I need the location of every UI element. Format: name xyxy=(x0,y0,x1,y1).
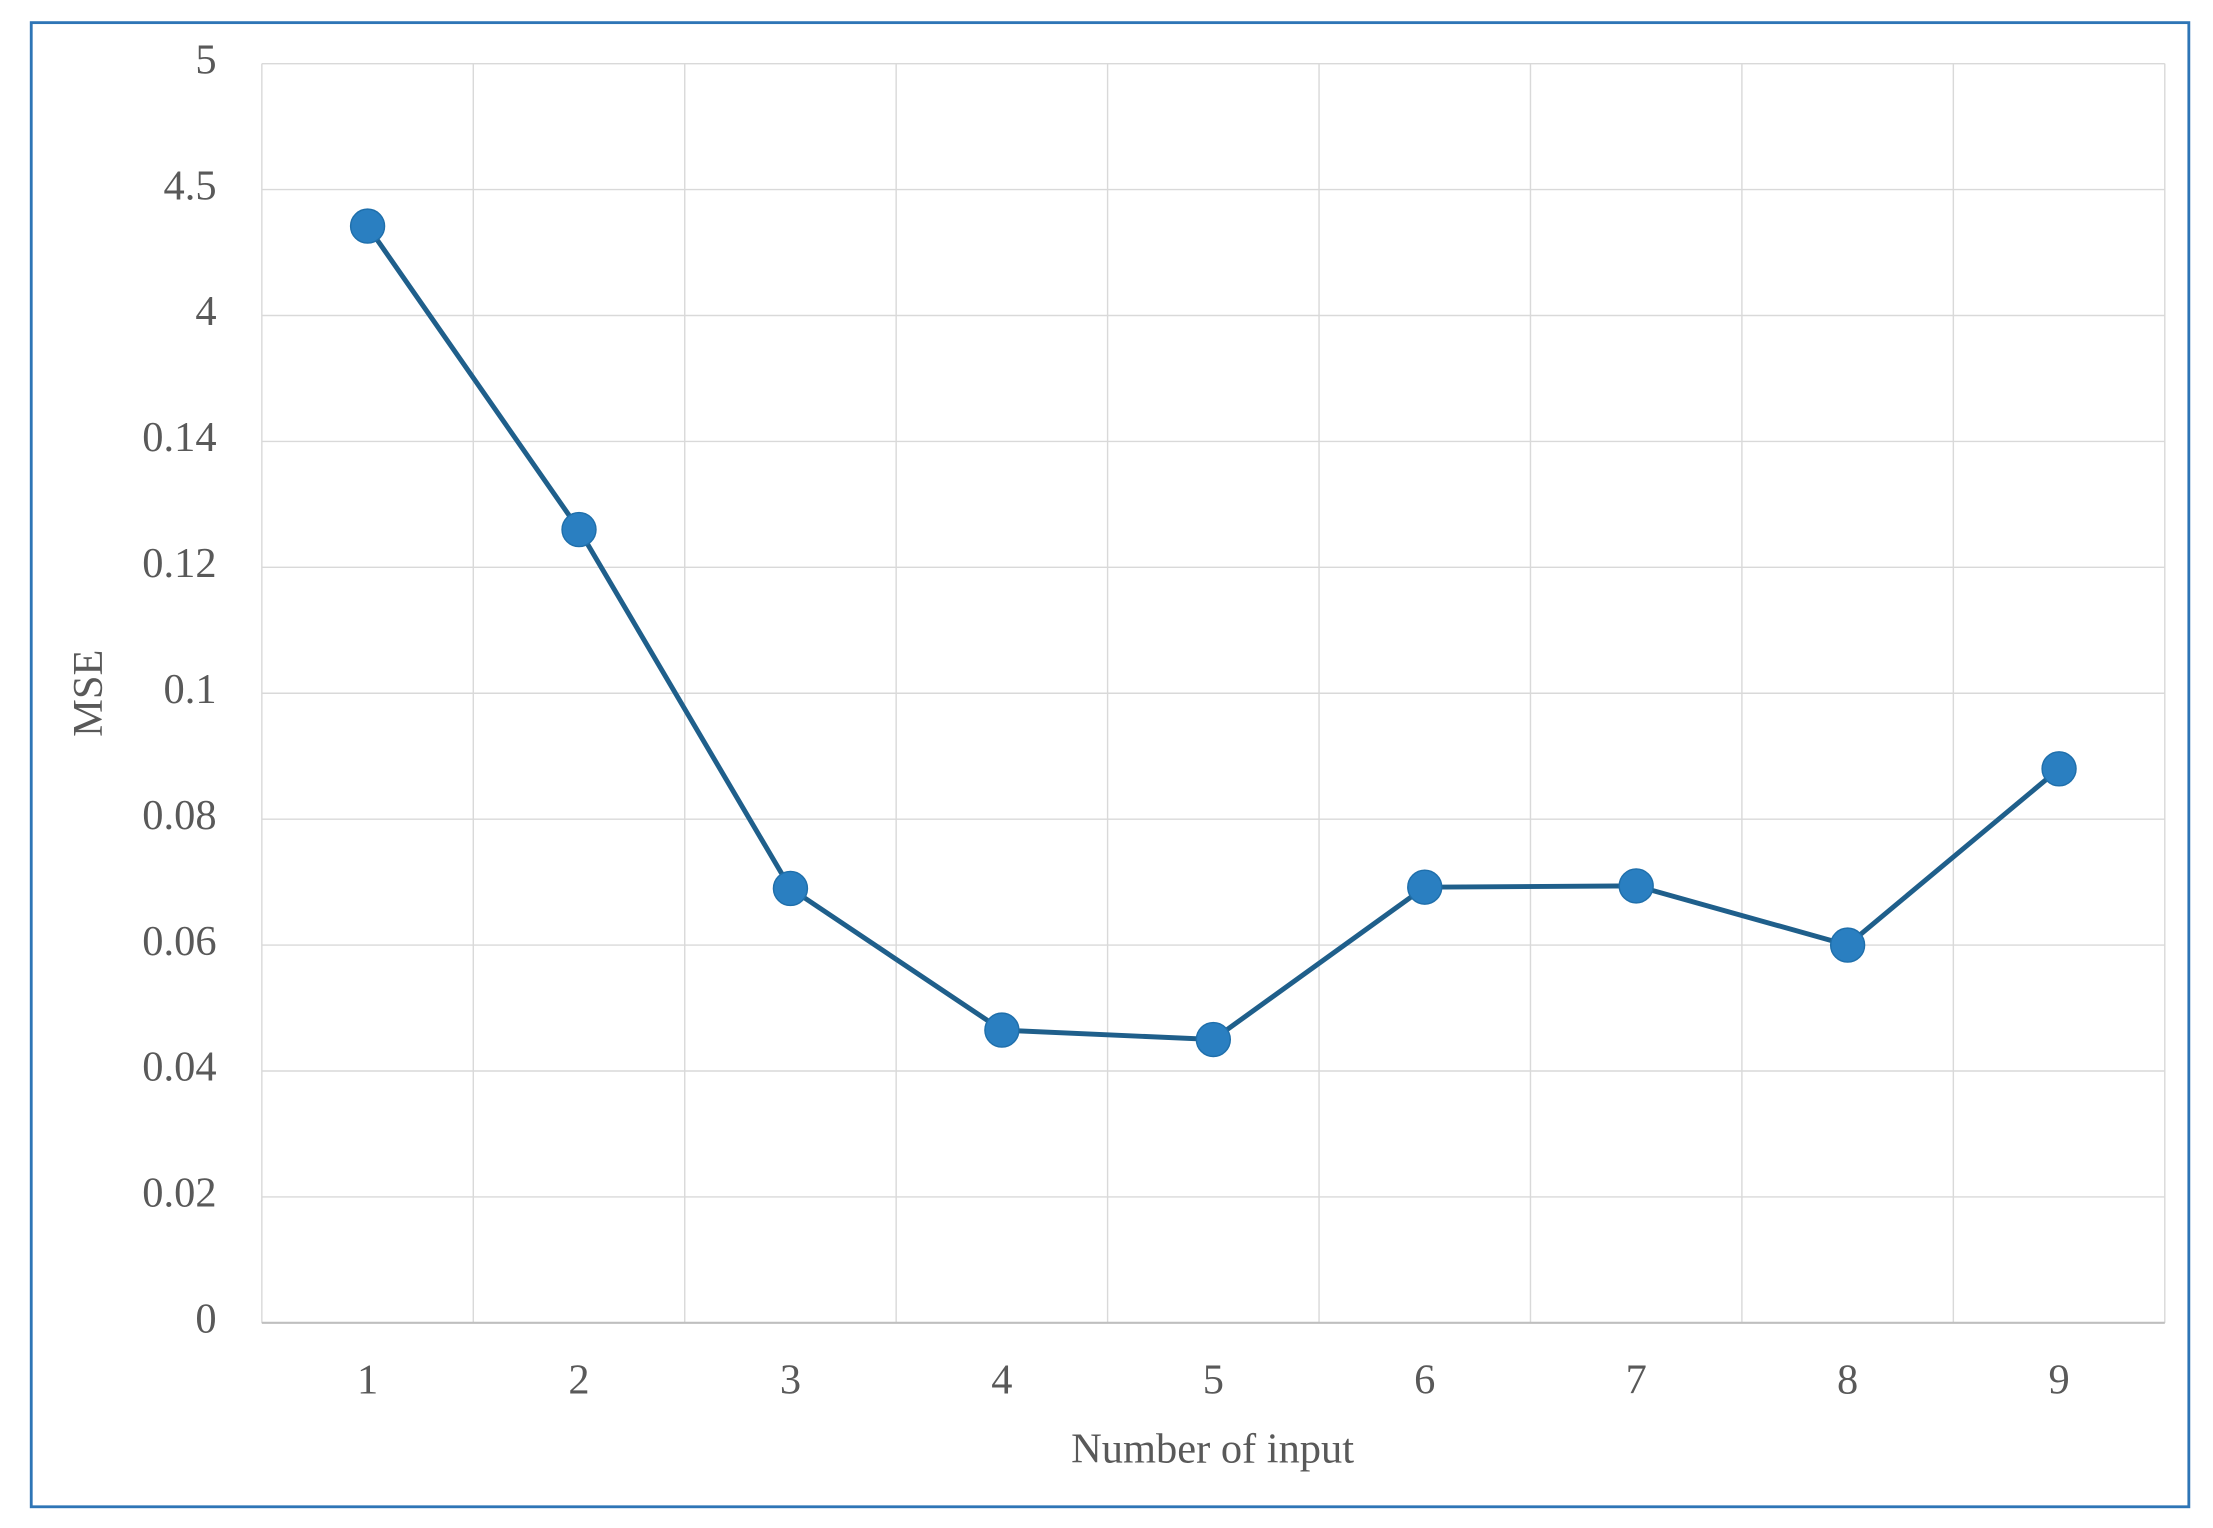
chart-border xyxy=(29,21,2191,1509)
y-tick-label: 0.08 xyxy=(142,792,216,839)
y-tick-label: 0.02 xyxy=(142,1170,216,1217)
x-tick-label: 5 xyxy=(1203,1356,1224,1403)
x-tick-label: 9 xyxy=(2048,1356,2069,1403)
x-tick-label: 7 xyxy=(1626,1356,1647,1403)
data-point xyxy=(1195,1021,1232,1058)
y-tick-label: 0 xyxy=(195,1296,216,1343)
data-point xyxy=(1618,868,1654,904)
y-axis-title: MSE xyxy=(65,650,112,737)
x-tick-label: 1 xyxy=(357,1356,378,1403)
data-point xyxy=(349,208,386,244)
x-tick-label: 3 xyxy=(780,1356,801,1403)
y-tick-label: 5 xyxy=(195,36,216,83)
data-point xyxy=(2041,751,2077,787)
y-tick-label: 4 xyxy=(195,288,216,335)
x-tick-label: 4 xyxy=(991,1356,1012,1403)
y-tick-label: 4.5 xyxy=(164,162,217,209)
x-tick-label: 8 xyxy=(1837,1356,1858,1403)
y-tick-label: 0.06 xyxy=(142,918,216,965)
x-axis-title: Number of input xyxy=(1071,1426,1354,1473)
y-tick-label: 0.12 xyxy=(142,540,216,587)
x-tick-label: 6 xyxy=(1414,1356,1435,1403)
x-tick-label: 2 xyxy=(568,1356,589,1403)
y-tick-label: 0.04 xyxy=(142,1044,216,1091)
y-tick-label: 0.1 xyxy=(164,666,217,713)
data-point xyxy=(1829,927,1866,963)
y-tick-label: 0.14 xyxy=(142,414,216,461)
data-point xyxy=(561,511,597,548)
data-point xyxy=(1407,869,1443,905)
data-point xyxy=(984,1012,1020,1048)
data-point xyxy=(772,870,809,907)
